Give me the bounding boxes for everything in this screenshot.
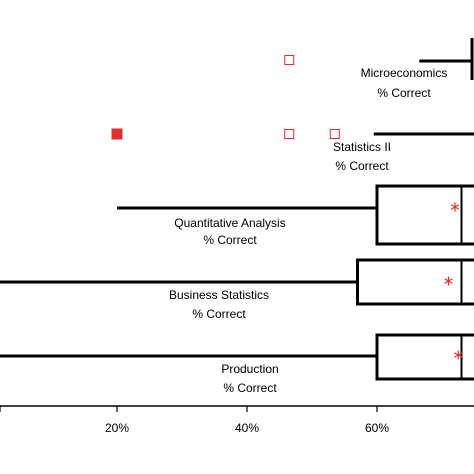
x-tick-label: 60% [365,421,389,435]
outlier-extreme [111,128,123,140]
series-label: % Correct [335,159,389,173]
iqr-box [375,333,474,381]
mean-marker [444,276,453,286]
outlier-mild [284,55,295,65]
outlier-mild [284,129,295,139]
series-label: % Correct [203,233,257,247]
series-label: % Correct [192,307,246,321]
series-label: % Correct [223,381,277,395]
series-label: Microeconomics [361,66,448,80]
outlier-mild [329,129,340,139]
mean-marker [454,350,463,360]
series-label: % Correct [377,86,431,100]
series-label: Production [221,362,278,376]
x-tick-label: 20% [105,421,129,435]
iqr-box [375,184,474,246]
iqr-box [356,258,474,306]
series-label: Business Statistics [169,288,269,302]
series-label: Quantitative Analysis [174,216,285,230]
mean-marker [450,202,460,212]
x-tick-label: 40% [235,421,259,435]
series-label: Statistics II [333,140,391,154]
